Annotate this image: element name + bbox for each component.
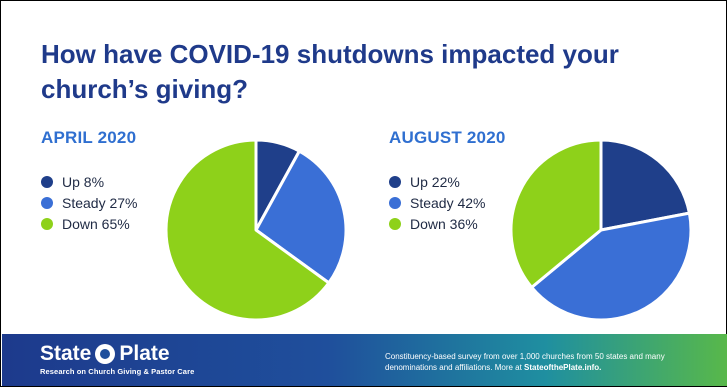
april-pie-chart [164,138,348,322]
legend-dot-up [389,175,401,188]
page-title: How have COVID-19 shutdowns impacted you… [41,39,619,104]
legend-item-steady: Steady 27% [41,192,138,213]
august-pie-chart [509,138,693,322]
pie-slice-up [599,138,691,232]
brand-word-plate: Plate [119,342,170,365]
legend-item-steady: Steady 42% [389,192,486,213]
august-heading: AUGUST 2020 [389,128,506,147]
brand-tagline: Research on Church Giving & Pastor Care [40,367,195,376]
august-legend: Up 22% Steady 42% Down 36% [389,171,486,234]
pie-slice-steady [530,211,693,322]
footer-banner: State Plate Research on Church Giving & … [2,334,727,386]
pie-slice-steady [254,149,348,285]
legend-item-down: Down 65% [41,213,138,234]
legend-dot-steady [41,196,53,209]
footer-note-text: Constituency-based survey from over 1,00… [385,352,665,372]
legend-label-steady: Steady 42% [410,194,486,211]
brand-word-state: State [40,342,92,365]
legend-label-down: Down 36% [410,215,478,232]
legend-label-up: Up 8% [62,173,105,190]
legend-label-up: Up 22% [410,173,460,190]
legend-dot-down [389,217,401,230]
april-heading: APRIL 2020 [41,128,137,147]
legend-item-up: Up 22% [389,171,486,192]
plate-badge-icon [95,344,116,364]
legend-dot-steady [389,196,401,209]
legend-dot-down [41,217,53,230]
legend-item-down: Down 36% [389,213,486,234]
legend-dot-up [41,175,53,188]
april-legend: Up 8% Steady 27% Down 65% [41,171,138,234]
legend-item-up: Up 8% [41,171,138,192]
pie-slice-down [164,138,331,322]
footer-note: Constituency-based survey from over 1,00… [385,351,705,373]
pie-slice-down [509,138,603,289]
footer-link[interactable]: StateofthePlate.info. [524,363,602,372]
legend-label-steady: Steady 27% [62,194,138,211]
brand-logo: State Plate [40,342,170,366]
legend-label-down: Down 65% [62,215,130,232]
